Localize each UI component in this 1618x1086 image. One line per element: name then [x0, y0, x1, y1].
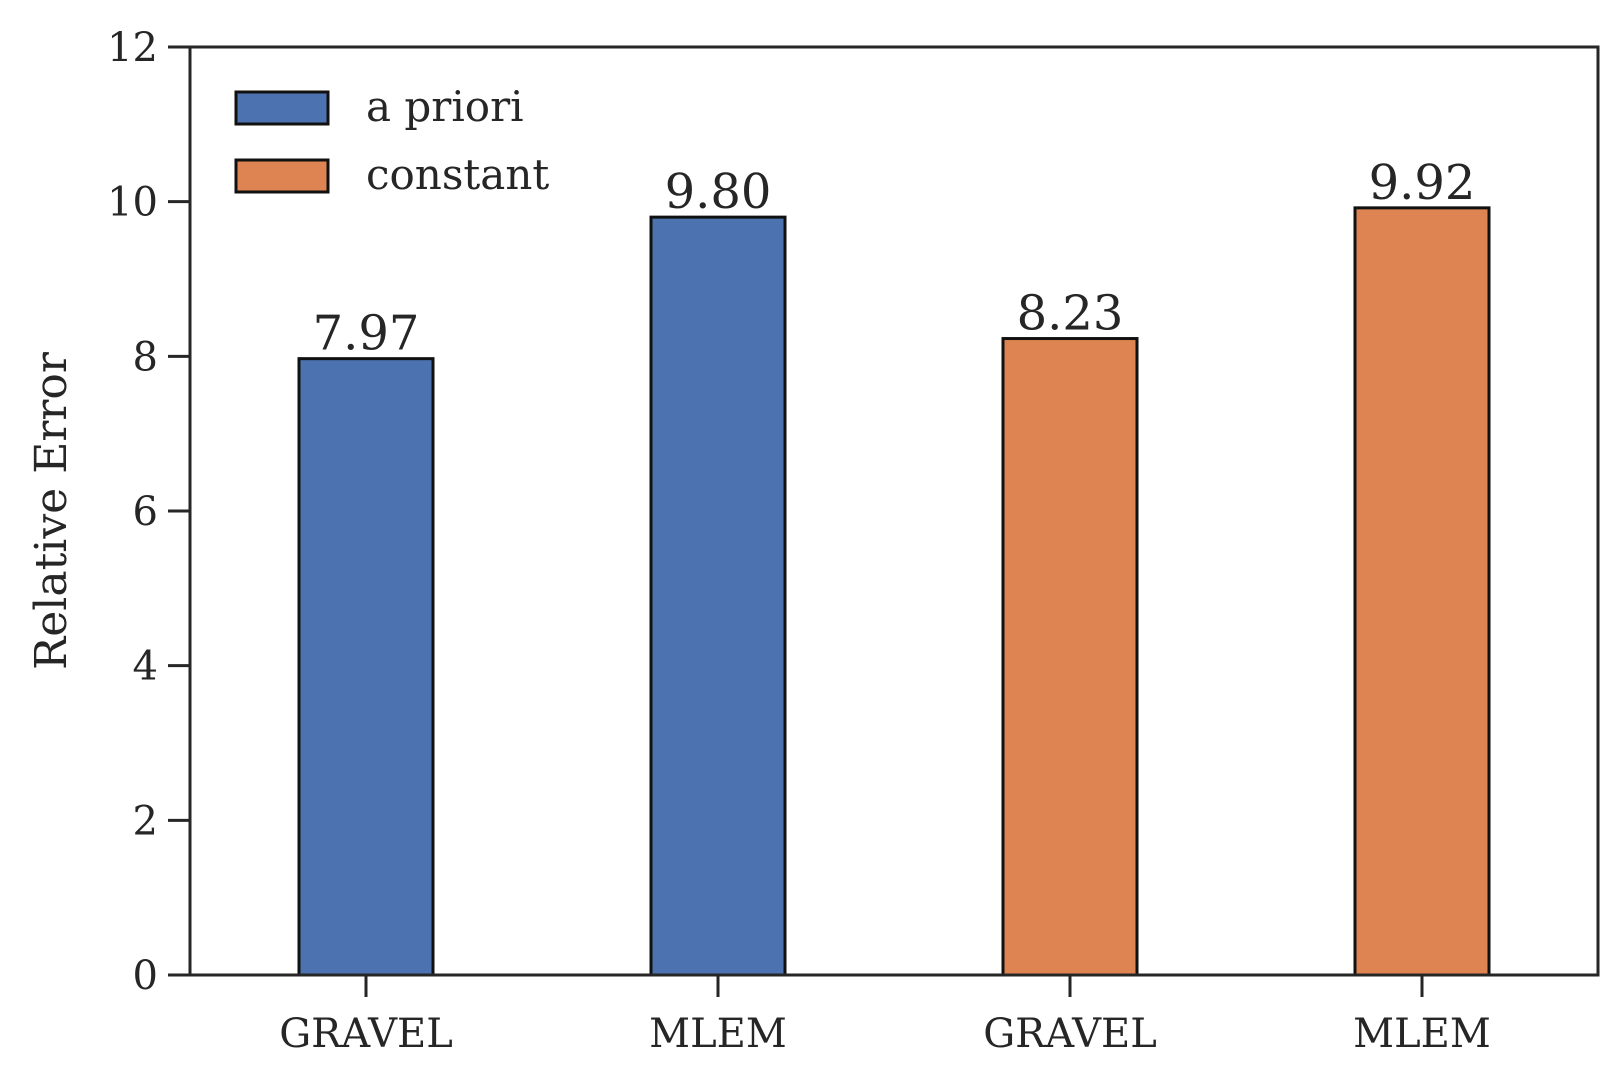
y-tick-label: 10 — [107, 180, 158, 226]
legend: a priori constant — [234, 82, 549, 199]
legend-label: a priori — [366, 82, 524, 131]
bar-a-priori-mlem — [649, 215, 787, 977]
y-tick-label: 12 — [107, 25, 158, 71]
legend-swatch — [234, 158, 330, 194]
y-tick-label: 6 — [133, 489, 158, 535]
bar-value-labels: 7.97 9.80 8.23 9.92 — [313, 155, 1476, 362]
y-tick-label: 4 — [133, 644, 158, 690]
x-axis: GRAVEL MLEM GRAVEL MLEM — [279, 975, 1491, 1057]
bars-layer — [297, 206, 1491, 977]
legend-label: constant — [366, 150, 549, 199]
bar-value-label: 9.92 — [1369, 155, 1476, 211]
y-tick-label: 2 — [133, 798, 158, 844]
y-tick-label: 0 — [133, 953, 158, 999]
x-tick-label: GRAVEL — [983, 1011, 1157, 1057]
y-axis-label: Relative Error — [26, 351, 77, 670]
y-axis: 0 2 4 6 8 10 12 — [107, 25, 190, 999]
bar-value-label: 8.23 — [1017, 286, 1124, 342]
bar-constant-mlem — [1353, 206, 1491, 977]
x-tick-label: MLEM — [649, 1011, 787, 1057]
bar-value-label: 7.97 — [313, 306, 420, 362]
x-tick-label: GRAVEL — [279, 1011, 453, 1057]
legend-swatch — [234, 90, 330, 126]
bar-value-label: 9.80 — [665, 164, 772, 220]
y-tick-label: 8 — [133, 334, 158, 380]
bar-a-priori-gravel — [297, 357, 435, 977]
bar-constant-gravel — [1001, 337, 1139, 977]
x-tick-label: MLEM — [1353, 1011, 1491, 1057]
